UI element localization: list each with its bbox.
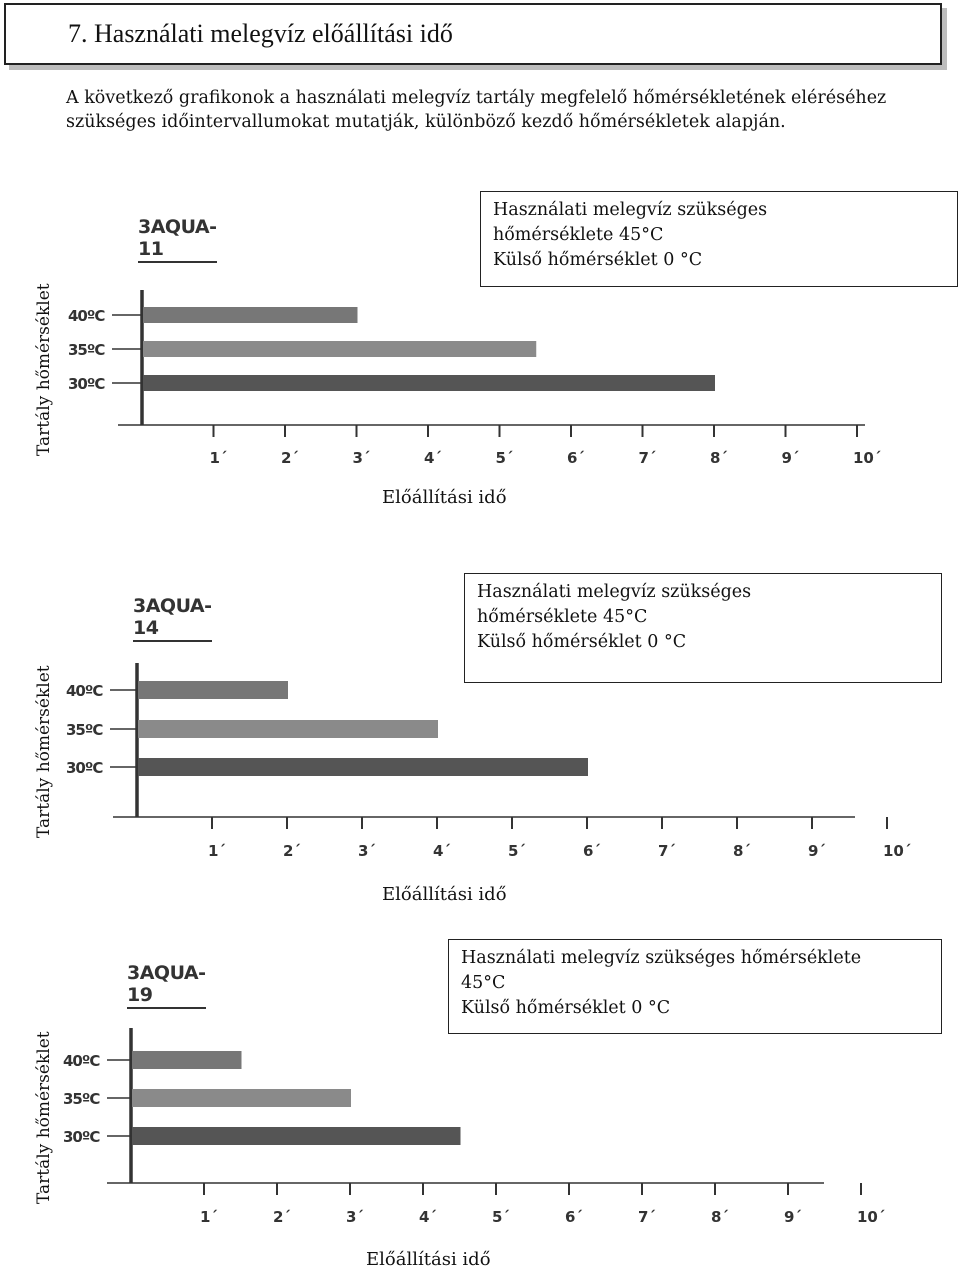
x-tick-label: 7´	[639, 449, 657, 467]
x-tick-label: 9´	[782, 449, 800, 467]
y-axis-label: Tartály hőmérséklet	[34, 665, 54, 838]
bar	[132, 1051, 242, 1069]
x-tick-label: 3´	[358, 842, 376, 860]
chart-title: 3AQUA-11	[138, 216, 217, 263]
x-tick-label: 3´	[346, 1208, 364, 1226]
x-tick-label: 4´	[419, 1208, 437, 1226]
x-tick-label: 1´	[210, 449, 228, 467]
y-axis-label: Tartály hőmérséklet	[34, 1031, 54, 1204]
info-line: 45°C	[461, 973, 506, 993]
bar	[132, 1089, 351, 1107]
x-tick-label: 5´	[508, 842, 526, 860]
x-axis-label: Előállítási idő	[382, 487, 507, 508]
bar	[143, 341, 537, 357]
y-category-label: 35ºC	[66, 721, 103, 739]
x-axis-label: Előállítási idő	[366, 1249, 491, 1269]
x-tick-label: 3´	[353, 449, 371, 467]
bar	[138, 681, 288, 699]
y-category-label: 40ºC	[68, 307, 105, 325]
x-tick-label: 10´	[853, 449, 881, 467]
y-category-label: 35ºC	[63, 1090, 100, 1108]
x-tick-label: 6´	[565, 1208, 583, 1226]
y-category-label: 40ºC	[63, 1052, 100, 1070]
x-tick-label: 8´	[711, 1208, 729, 1226]
x-axis-label: Előállítási idő	[382, 884, 507, 905]
x-tick-label: 1´	[208, 842, 226, 860]
y-axis-label: Tartály hőmérséklet	[34, 283, 54, 456]
info-line: Külső hőmérséklet 0 °C	[493, 250, 703, 270]
info-line: Használati melegvíz szükséges	[477, 582, 752, 602]
info-line: hőmérséklete 45°C	[477, 607, 648, 627]
x-tick-label: 4´	[433, 842, 451, 860]
info-box: Használati melegvíz szükséges hőmérsékle…	[464, 573, 942, 683]
x-tick-label: 8´	[733, 842, 751, 860]
info-line: Használati melegvíz szükséges	[493, 200, 768, 220]
bar	[132, 1127, 461, 1145]
x-tick-label: 1´	[200, 1208, 218, 1226]
chart-title: 3AQUA-19	[127, 962, 206, 1009]
bar	[143, 375, 715, 391]
x-tick-label: 10´	[883, 842, 911, 860]
y-category-label: 35ºC	[68, 341, 105, 359]
info-line: Külső hőmérséklet 0 °C	[461, 998, 671, 1018]
chart-title: 3AQUA-14	[133, 595, 212, 642]
bar	[138, 720, 438, 738]
x-tick-label: 6´	[583, 842, 601, 860]
intro-paragraph: A következő grafikonok a használati mele…	[66, 88, 887, 132]
x-tick-label: 6´	[567, 449, 585, 467]
x-tick-label: 5´	[492, 1208, 510, 1226]
info-box: Használati melegvíz szükséges hőmérsékle…	[480, 191, 958, 287]
y-category-label: 30ºC	[63, 1128, 100, 1146]
x-tick-label: 5´	[496, 449, 514, 467]
x-tick-label: 2´	[281, 449, 299, 467]
bar	[138, 758, 588, 776]
info-line: hőmérséklete 45°C	[493, 225, 664, 245]
info-line: Használati melegvíz szükséges hőmérsékle…	[461, 948, 862, 968]
x-tick-label: 8´	[710, 449, 728, 467]
info-box: Használati melegvíz szükséges hőmérsékle…	[448, 939, 942, 1034]
x-tick-label: 2´	[273, 1208, 291, 1226]
x-tick-label: 2´	[283, 842, 301, 860]
x-tick-label: 4´	[424, 449, 442, 467]
y-category-label: 30ºC	[66, 759, 103, 777]
x-tick-label: 7´	[658, 842, 676, 860]
x-tick-label: 7´	[638, 1208, 656, 1226]
page-title: 7. Használati melegvíz előállítási idő	[68, 19, 453, 48]
section-title-box: 7. Használati melegvíz előállítási idő	[4, 3, 942, 65]
x-tick-label: 9´	[808, 842, 826, 860]
x-tick-label: 9´	[784, 1208, 802, 1226]
bar	[143, 307, 358, 323]
y-category-label: 40ºC	[66, 682, 103, 700]
info-line: Külső hőmérséklet 0 °C	[477, 632, 687, 652]
y-category-label: 30ºC	[68, 375, 105, 393]
x-tick-label: 10´	[857, 1208, 885, 1226]
